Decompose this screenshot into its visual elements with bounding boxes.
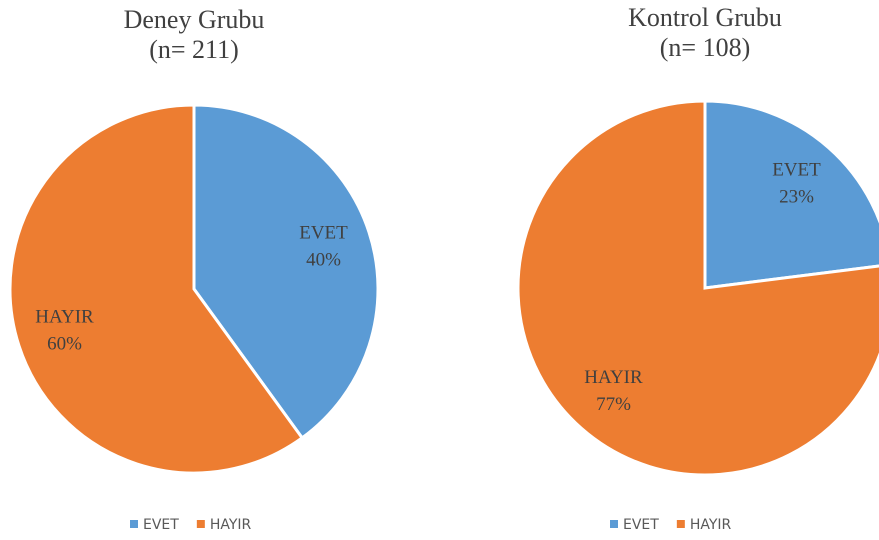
legend-swatch: [676, 520, 685, 528]
pie-slice: [516, 99, 879, 477]
slice-value-label: 40%: [306, 249, 341, 270]
chart-title: Kontrol Grubu: [628, 3, 782, 32]
pie-slice: [192, 103, 380, 440]
slice-category-label: HAYIR: [584, 367, 643, 388]
legend-swatch: [196, 520, 205, 528]
chart-subtitle: (n= 211): [149, 35, 239, 64]
legend-label: EVET: [143, 517, 179, 533]
slice-value-label: 23%: [779, 187, 814, 208]
slice-category-label: EVET: [772, 160, 821, 181]
legend-swatch: [610, 520, 618, 528]
slice-category-label: HAYIR: [35, 306, 94, 327]
pie-slice: [703, 99, 879, 290]
chart-title: Deney Grubu: [124, 5, 265, 34]
legend-label: HAYIR: [690, 517, 732, 533]
legend-label: EVET: [623, 517, 659, 533]
legend-swatch: [130, 520, 138, 528]
chart-subtitle: (n= 108): [660, 33, 750, 62]
slice-value-label: 77%: [596, 394, 631, 415]
pie-slice: [8, 103, 305, 475]
slice-category-label: EVET: [299, 222, 348, 243]
legend-label: HAYIR: [210, 517, 252, 533]
slice-value-label: 60%: [47, 333, 82, 354]
